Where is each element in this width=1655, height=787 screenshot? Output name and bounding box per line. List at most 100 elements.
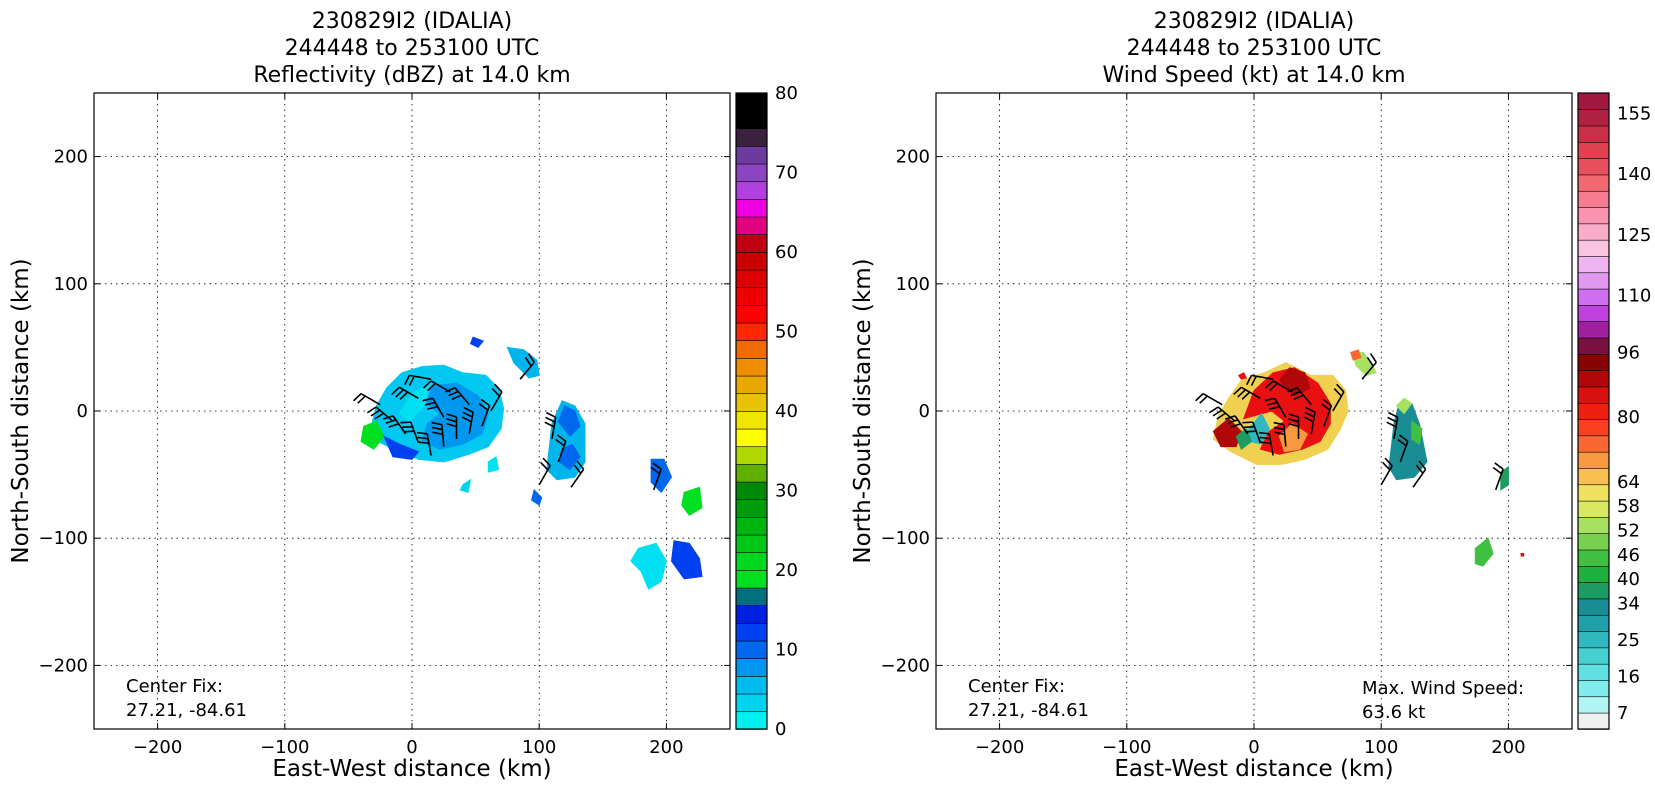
reflectivity-echo-regions [360, 336, 703, 590]
wind-barb-feather [1259, 436, 1271, 440]
wind-barbs [1195, 353, 1504, 491]
y-tick-label: 100 [896, 274, 930, 295]
data-region [630, 542, 667, 590]
wind-barb-feather [1305, 406, 1316, 413]
colorbar-swatch [1577, 190, 1610, 208]
x-tick-label: −100 [260, 737, 309, 758]
wind-barb-feather [555, 438, 565, 447]
colorbar-swatch [735, 92, 768, 112]
max-wind-speed-label: Max. Wind Speed: [1362, 678, 1524, 699]
wind-barb [650, 462, 662, 491]
wind-barb-staff [1283, 424, 1287, 447]
reflectivity-x-tick-labels: −200 −100 0 100 200 [133, 737, 684, 758]
wind-barb-staff [481, 405, 491, 427]
wind-barb-feather [1264, 380, 1274, 389]
colorbar-tick-label: 34 [1617, 593, 1640, 614]
wind-barb-feather [650, 466, 661, 475]
reflectivity-colorbar-frame [735, 92, 768, 730]
reflectivity-y-tick-labels: −200 −100 0 100 200 [39, 147, 88, 677]
colorbar-swatch [1577, 255, 1610, 274]
colorbar-swatch [1577, 304, 1610, 323]
data-region [506, 346, 540, 379]
reflectivity-wind-barbs [353, 353, 662, 491]
wind-barb [1195, 392, 1223, 406]
y-tick-label: 200 [54, 147, 88, 168]
colorbar-tick-label: 140 [1617, 164, 1651, 185]
wind-barb-staff [1296, 387, 1312, 406]
wind-barb-staff [1494, 468, 1504, 491]
colorbar-swatch [735, 622, 768, 642]
wind-barb-feather [399, 391, 409, 400]
wind-barb [391, 386, 419, 400]
wind-barb-feather [451, 394, 462, 401]
wind-y-tick-labels: −200 −100 0 100 200 [881, 147, 930, 677]
colorbar-tick-label: 70 [775, 163, 798, 184]
colorbar-tick-label: 50 [775, 322, 798, 343]
wind-barb-feather [1320, 403, 1331, 411]
colorbar-swatch [735, 658, 768, 677]
colorbar-swatch [735, 287, 768, 306]
y-tick-label: 0 [919, 401, 930, 422]
data-region [1235, 428, 1253, 450]
wind-barb-feather [1273, 426, 1285, 431]
wind-barb-staff [432, 397, 445, 418]
data-region [459, 478, 472, 494]
colorbar-tick-label: 125 [1617, 225, 1651, 246]
wind-barb-feather [418, 441, 430, 445]
data-region [360, 420, 385, 450]
wind-barb-feather [1195, 393, 1204, 402]
colorbar-swatch [1577, 630, 1610, 649]
colorbar-tick-label: 60 [775, 242, 798, 263]
data-region [1243, 367, 1331, 455]
colorbar-swatch [735, 393, 768, 412]
colorbar-swatch [1577, 614, 1610, 632]
reflectivity-plot-area [93, 92, 731, 730]
wind-colorbar: 7 16 25 34 40 46 52 58 64 80 96 110 125 … [1577, 92, 1651, 730]
wind-barb-staff [1240, 386, 1261, 399]
wind-barb-feather [1245, 430, 1257, 433]
data-region [382, 435, 420, 460]
colorbar-tick-label: 46 [1617, 545, 1640, 566]
wind-barb-feather [1369, 353, 1377, 363]
colorbar-swatch [735, 552, 768, 571]
colorbar-swatch [735, 340, 768, 359]
colorbar-swatch [735, 481, 768, 501]
colorbar-swatch [1577, 712, 1610, 730]
colorbar-swatch [735, 234, 768, 253]
colorbar-tick-label: 25 [1617, 630, 1640, 651]
wind-barb-feather [1288, 413, 1299, 418]
colorbar-swatch [1577, 337, 1610, 355]
wind-barb [404, 374, 432, 386]
wind-barb-staff [1323, 405, 1333, 427]
colorbar-swatch [735, 110, 768, 130]
wind-barb-staff [490, 391, 503, 412]
data-region [1474, 537, 1494, 567]
wind-barb-feather [1250, 375, 1257, 386]
wind-barb-feather [382, 415, 394, 420]
wind-barb-feather [478, 403, 489, 411]
wind-barb [1287, 387, 1312, 406]
wind-barb [1208, 406, 1236, 422]
colorbar-swatch [735, 711, 768, 730]
colorbar-swatch [1577, 125, 1610, 143]
wind-barb-feather [461, 416, 472, 423]
colorbar-swatch [1577, 581, 1610, 600]
colorbar-swatch [1577, 565, 1610, 583]
wind-title-line1: 230829I2 (IDALIA) [1154, 9, 1355, 34]
colorbar-swatch [735, 693, 768, 713]
wind-barb-feather [1242, 421, 1253, 424]
wind-barb [1264, 380, 1293, 393]
wind-barb-feather [556, 434, 567, 442]
wind-barb-feather [1212, 409, 1223, 417]
wind-barb-feather [1304, 411, 1315, 418]
wind-barb-feather [491, 387, 501, 397]
colorbar-tick-label: 58 [1617, 496, 1640, 517]
wind-barb-feather [404, 375, 411, 386]
wind-barb-staff [652, 468, 662, 491]
data-region [559, 443, 581, 471]
wind-barb [445, 387, 470, 406]
wind-title-line3: Wind Speed (kt) at 14.0 km [1102, 63, 1405, 88]
x-tick-label: 100 [522, 737, 556, 758]
wind-barb-feather [494, 383, 503, 393]
